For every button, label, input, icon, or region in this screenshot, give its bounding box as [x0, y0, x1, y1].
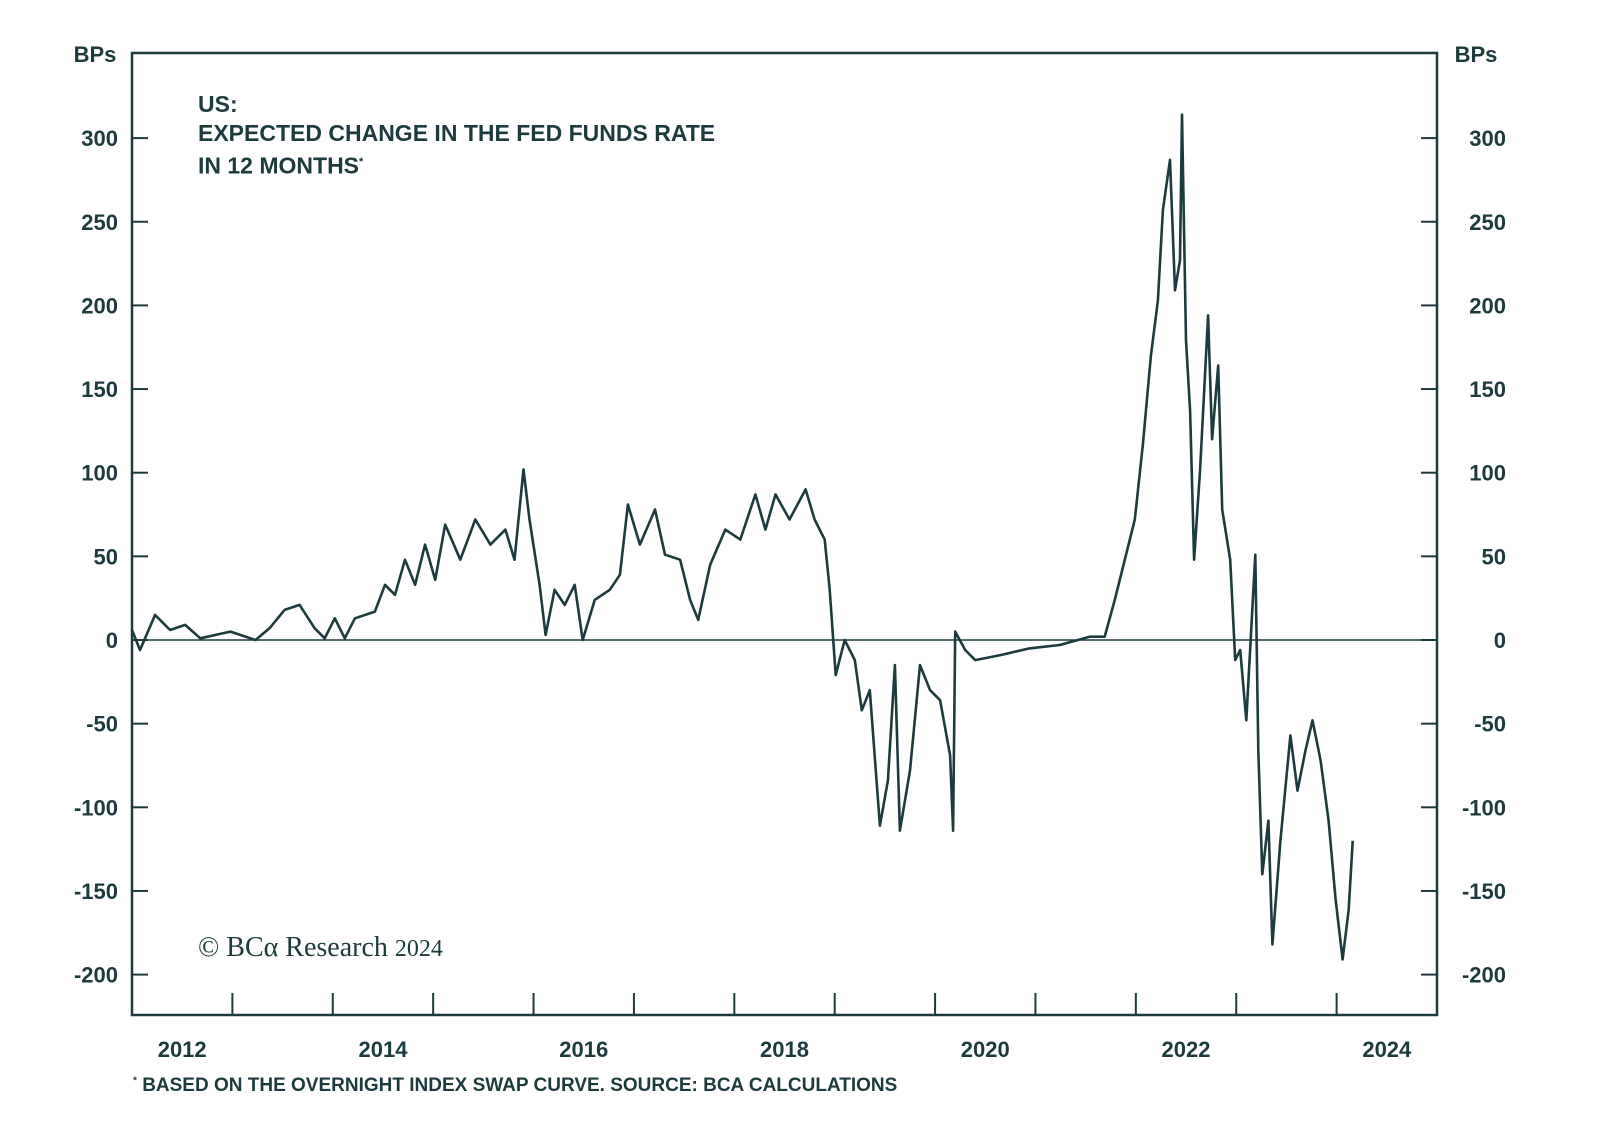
y-tick-label-right: -150: [1462, 879, 1506, 904]
title-line: IN 12 MONTHS*: [198, 148, 715, 181]
y-tick-label-right: 0: [1494, 628, 1506, 653]
y-tick-label-right: 250: [1469, 210, 1506, 235]
y-tick-label-left: 300: [81, 126, 118, 151]
copyright-year: 2024: [394, 936, 443, 962]
copyright-text: © BCα Research: [198, 932, 388, 963]
y-axis-label-right: BPs: [1455, 42, 1498, 67]
y-tick-label-left: 250: [81, 210, 118, 235]
y-tick-label-left: 0: [106, 628, 118, 653]
y-tick-label-right: 150: [1469, 377, 1506, 402]
x-tick-label: 2022: [1162, 1037, 1211, 1062]
y-tick-label-left: -200: [74, 963, 118, 988]
y-tick-label-left: -100: [74, 795, 118, 820]
y-tick-label-right: -200: [1462, 963, 1506, 988]
x-tick-label: 2024: [1362, 1037, 1412, 1062]
chart-title: US: EXPECTED CHANGE IN THE FED FUNDS RAT…: [198, 90, 715, 181]
title-line: US:: [198, 91, 238, 117]
title-line-text: IN 12 MONTHS: [198, 152, 360, 179]
y-axis: 300 300 250 250 200 200 150 150 100 100 50 50 0 0 -50 -…: [74, 126, 1506, 988]
x-tick-label: 2020: [961, 1037, 1010, 1062]
copyright-logo: © BCα Research 2024: [198, 932, 443, 964]
y-tick-label-right: 200: [1469, 293, 1506, 318]
y-tick-label-left: 150: [81, 377, 118, 402]
y-axis-label-left: BPs: [74, 42, 117, 67]
footnote: * BASED ON THE OVERNIGHT INDEX SWAP CURV…: [133, 1075, 897, 1097]
y-tick-label-left: -150: [74, 879, 118, 904]
y-tick-label-right: -100: [1462, 795, 1506, 820]
y-tick-label-right: 50: [1482, 544, 1506, 569]
y-tick-label-left: 100: [81, 461, 118, 486]
y-tick-label-left: 200: [81, 293, 118, 318]
x-tick-label: 2012: [158, 1037, 207, 1062]
y-tick-label-right: 100: [1469, 461, 1506, 486]
series-line: [130, 113, 1354, 961]
plot-frame: [130, 51, 1439, 1017]
x-axis: 2012 2014 2016 2018 2020 2022 2024: [158, 993, 1412, 1062]
y-tick-label-right: -50: [1474, 712, 1506, 737]
footnote-text: BASED ON THE OVERNIGHT INDEX SWAP CURVE.…: [142, 1075, 898, 1096]
footnote-mark: *: [359, 156, 364, 168]
y-tick-label-left: 50: [94, 544, 118, 569]
x-tick-label: 2018: [760, 1037, 809, 1062]
x-tick-label: 2014: [358, 1037, 408, 1062]
title-line: EXPECTED CHANGE IN THE FED FUNDS RATE: [198, 120, 716, 146]
x-tick-label: 2016: [559, 1037, 608, 1062]
y-tick-label-left: -50: [86, 712, 118, 737]
footnote-mark: *: [133, 1075, 137, 1087]
y-tick-label-right: 300: [1469, 126, 1506, 151]
